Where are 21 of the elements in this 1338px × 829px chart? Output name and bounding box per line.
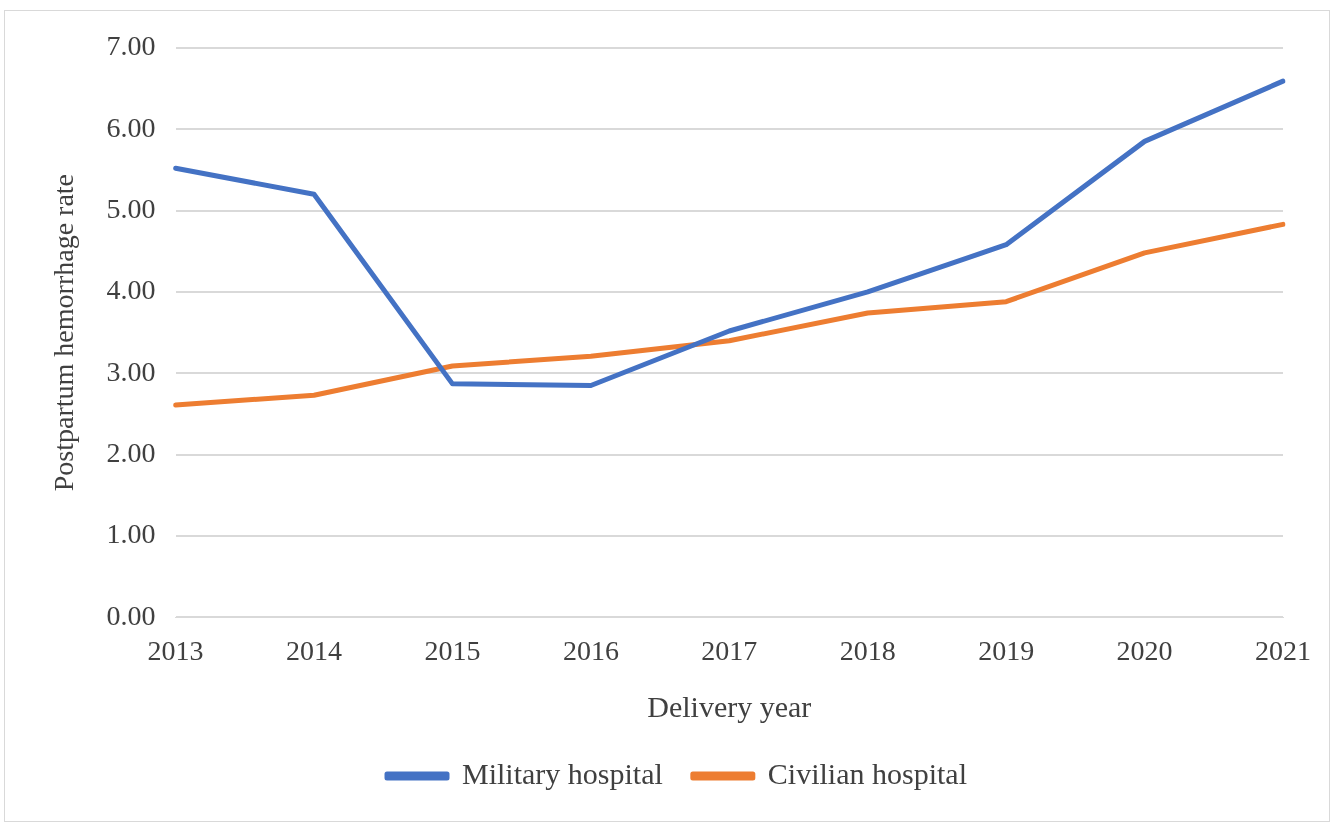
y-axis-title: Postpartum hemorrhage rate bbox=[48, 173, 80, 492]
x-tick-label: 2020 bbox=[1116, 634, 1173, 666]
y-tick-label: 7.00 bbox=[106, 30, 156, 62]
x-tick-label: 2014 bbox=[286, 634, 343, 666]
y-tick-label: 5.00 bbox=[106, 192, 156, 224]
x-tick-label: 2015 bbox=[424, 634, 481, 666]
x-tick-label: 2021 bbox=[1255, 634, 1311, 666]
x-tick-label: 2017 bbox=[701, 634, 758, 666]
y-tick-label: 3.00 bbox=[106, 355, 156, 387]
y-tick-label: 6.00 bbox=[106, 111, 156, 143]
y-tick-label: 4.00 bbox=[106, 274, 156, 306]
y-tick-label: 2.00 bbox=[106, 437, 156, 469]
legend-label: Military hospital bbox=[462, 756, 663, 790]
x-tick-label: 2019 bbox=[978, 634, 1035, 666]
legend-label: Civilian hospital bbox=[767, 756, 967, 790]
x-tick-label: 2016 bbox=[562, 634, 619, 666]
y-tick-label: 0.00 bbox=[106, 599, 156, 631]
x-tick-label: 2013 bbox=[147, 634, 204, 666]
y-tick-label: 1.00 bbox=[106, 518, 156, 550]
x-axis-title: Delivery year bbox=[647, 689, 812, 723]
x-tick-label: 2018 bbox=[839, 634, 896, 666]
